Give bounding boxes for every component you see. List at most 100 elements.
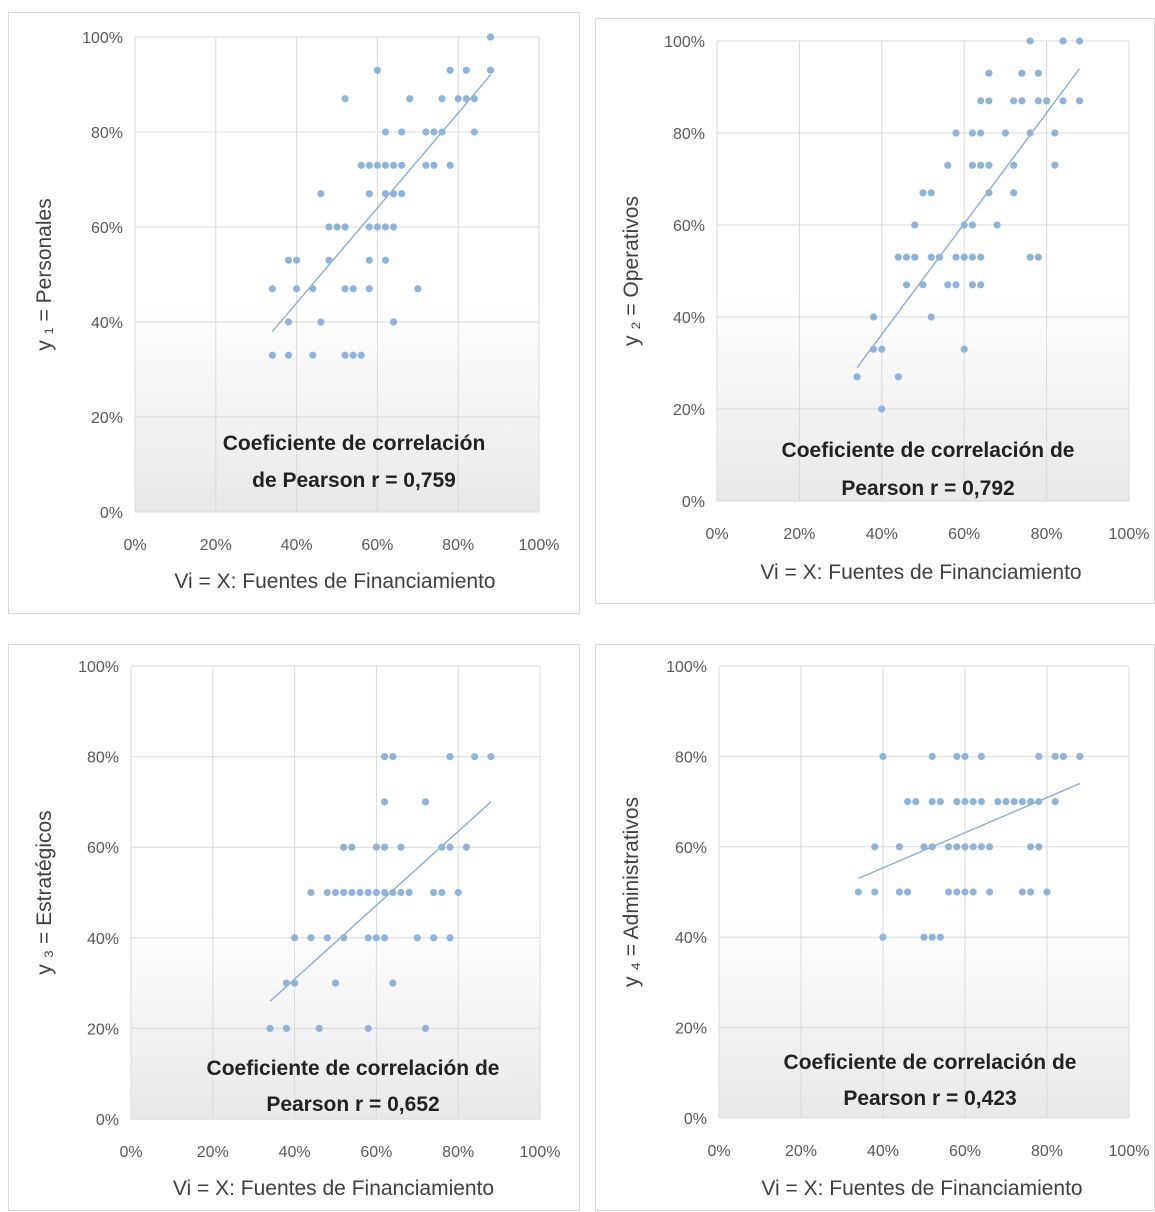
data-point [372, 843, 380, 851]
data-point [977, 129, 985, 137]
data-point [1018, 888, 1026, 896]
scatter-chart-operativos: 0% 20% 40% 60% 80% 100% 0% 20% 40% 60% 80% 100% Coef… [620, 34, 1149, 584]
data-point [871, 888, 879, 896]
data-point [341, 351, 349, 359]
x-axis-label: Vi = X: Fuentes de Financiamiento [174, 570, 495, 593]
data-point [331, 888, 340, 897]
data-point [380, 753, 389, 761]
data-point [977, 161, 985, 169]
data-point [397, 843, 405, 851]
data-point [446, 753, 454, 761]
x-tick-label: 100% [1109, 1143, 1150, 1160]
x-axis-label: Vi = X: Fuentes de Financiamiento [173, 1177, 494, 1200]
data-point [1043, 97, 1051, 105]
data-point [487, 753, 495, 761]
data-point [405, 888, 413, 897]
data-point [446, 843, 454, 851]
data-point [307, 888, 315, 897]
data-point [952, 129, 960, 137]
data-point [373, 223, 381, 231]
data-point [389, 223, 398, 231]
data-point [381, 161, 390, 169]
x-tick-label: 60% [949, 1143, 981, 1160]
data-point [1043, 888, 1051, 896]
data-point [968, 253, 977, 261]
y-tick-label: 80% [91, 125, 123, 142]
data-point [380, 934, 389, 942]
data-point [928, 933, 936, 941]
y-tick-label: 0% [682, 494, 705, 511]
x-tick-label: 0% [123, 537, 146, 554]
data-point [1027, 843, 1035, 851]
scatter-chart-administrativos: 0% 20% 40% 60% 80% 100% 0% 20% 40% 60% 80% 100% Coef… [620, 659, 1150, 1200]
data-point [895, 843, 903, 851]
data-point [348, 888, 356, 897]
data-point [372, 934, 380, 942]
correlation-annotation: Pearson r = 0,423 [843, 1087, 1016, 1110]
data-point [895, 888, 903, 896]
data-point [421, 798, 430, 806]
data-point [904, 798, 912, 806]
data-point [953, 798, 961, 806]
data-point [364, 1024, 372, 1032]
data-point [413, 934, 421, 942]
y-tick-label: 80% [673, 126, 705, 143]
data-point [977, 253, 985, 261]
data-point [977, 752, 985, 760]
data-point [945, 888, 953, 896]
data-point [381, 223, 390, 231]
data-point [1010, 798, 1018, 806]
data-point [1026, 253, 1034, 261]
data-point [438, 888, 446, 897]
data-point [446, 161, 454, 169]
data-point [365, 285, 373, 293]
data-point [357, 161, 365, 169]
data-point [928, 843, 936, 851]
data-point [282, 1024, 291, 1032]
y-tick-label: 20% [87, 1021, 119, 1038]
data-point [398, 190, 406, 198]
data-point [430, 161, 438, 169]
data-point [919, 189, 927, 197]
data-point [960, 345, 968, 353]
data-point [968, 129, 977, 137]
data-point [414, 285, 422, 293]
data-point [1059, 752, 1067, 760]
y-tick-label: 100% [666, 659, 707, 676]
data-point [969, 798, 977, 806]
chart-panel-operativos: 0% 20% 40% 60% 80% 100% 0% 20% 40% 60% 80% 100% Coef… [595, 18, 1155, 604]
data-point [1035, 752, 1043, 760]
data-point [438, 843, 446, 851]
data-point [398, 161, 406, 169]
data-point [977, 843, 985, 851]
trendline [269, 801, 492, 1002]
data-point [365, 256, 373, 264]
data-point [944, 161, 952, 169]
data-point [470, 128, 478, 136]
x-tick-label: 20% [783, 526, 815, 543]
data-point [284, 318, 293, 326]
x-tick-label: 80% [1031, 1143, 1063, 1160]
data-point [349, 351, 357, 359]
scatter-chart-personales: 0% 20% 40% 60% 80% 100% 0% 20% 40% 60% 80% 100% Coef… [33, 30, 559, 593]
data-point [365, 190, 373, 198]
data-point [323, 888, 331, 897]
data-point [430, 888, 438, 897]
data-point [968, 161, 977, 169]
data-point [462, 843, 470, 851]
y-tick-label: 0% [684, 1111, 707, 1128]
data-point [1076, 752, 1084, 760]
data-point [282, 979, 291, 987]
data-point [985, 189, 993, 197]
data-point [398, 128, 406, 136]
data-point [871, 843, 879, 851]
data-point [1010, 161, 1018, 169]
y-tick-label: 20% [91, 410, 123, 427]
x-tick-label: 20% [200, 537, 232, 554]
x-tick-label: 40% [281, 537, 313, 554]
data-point [356, 888, 364, 897]
y-tick-label: 60% [675, 840, 707, 857]
data-point [869, 313, 878, 321]
correlation-annotation: Coeficiente de correlación de [782, 439, 1075, 462]
data-point [325, 256, 333, 264]
